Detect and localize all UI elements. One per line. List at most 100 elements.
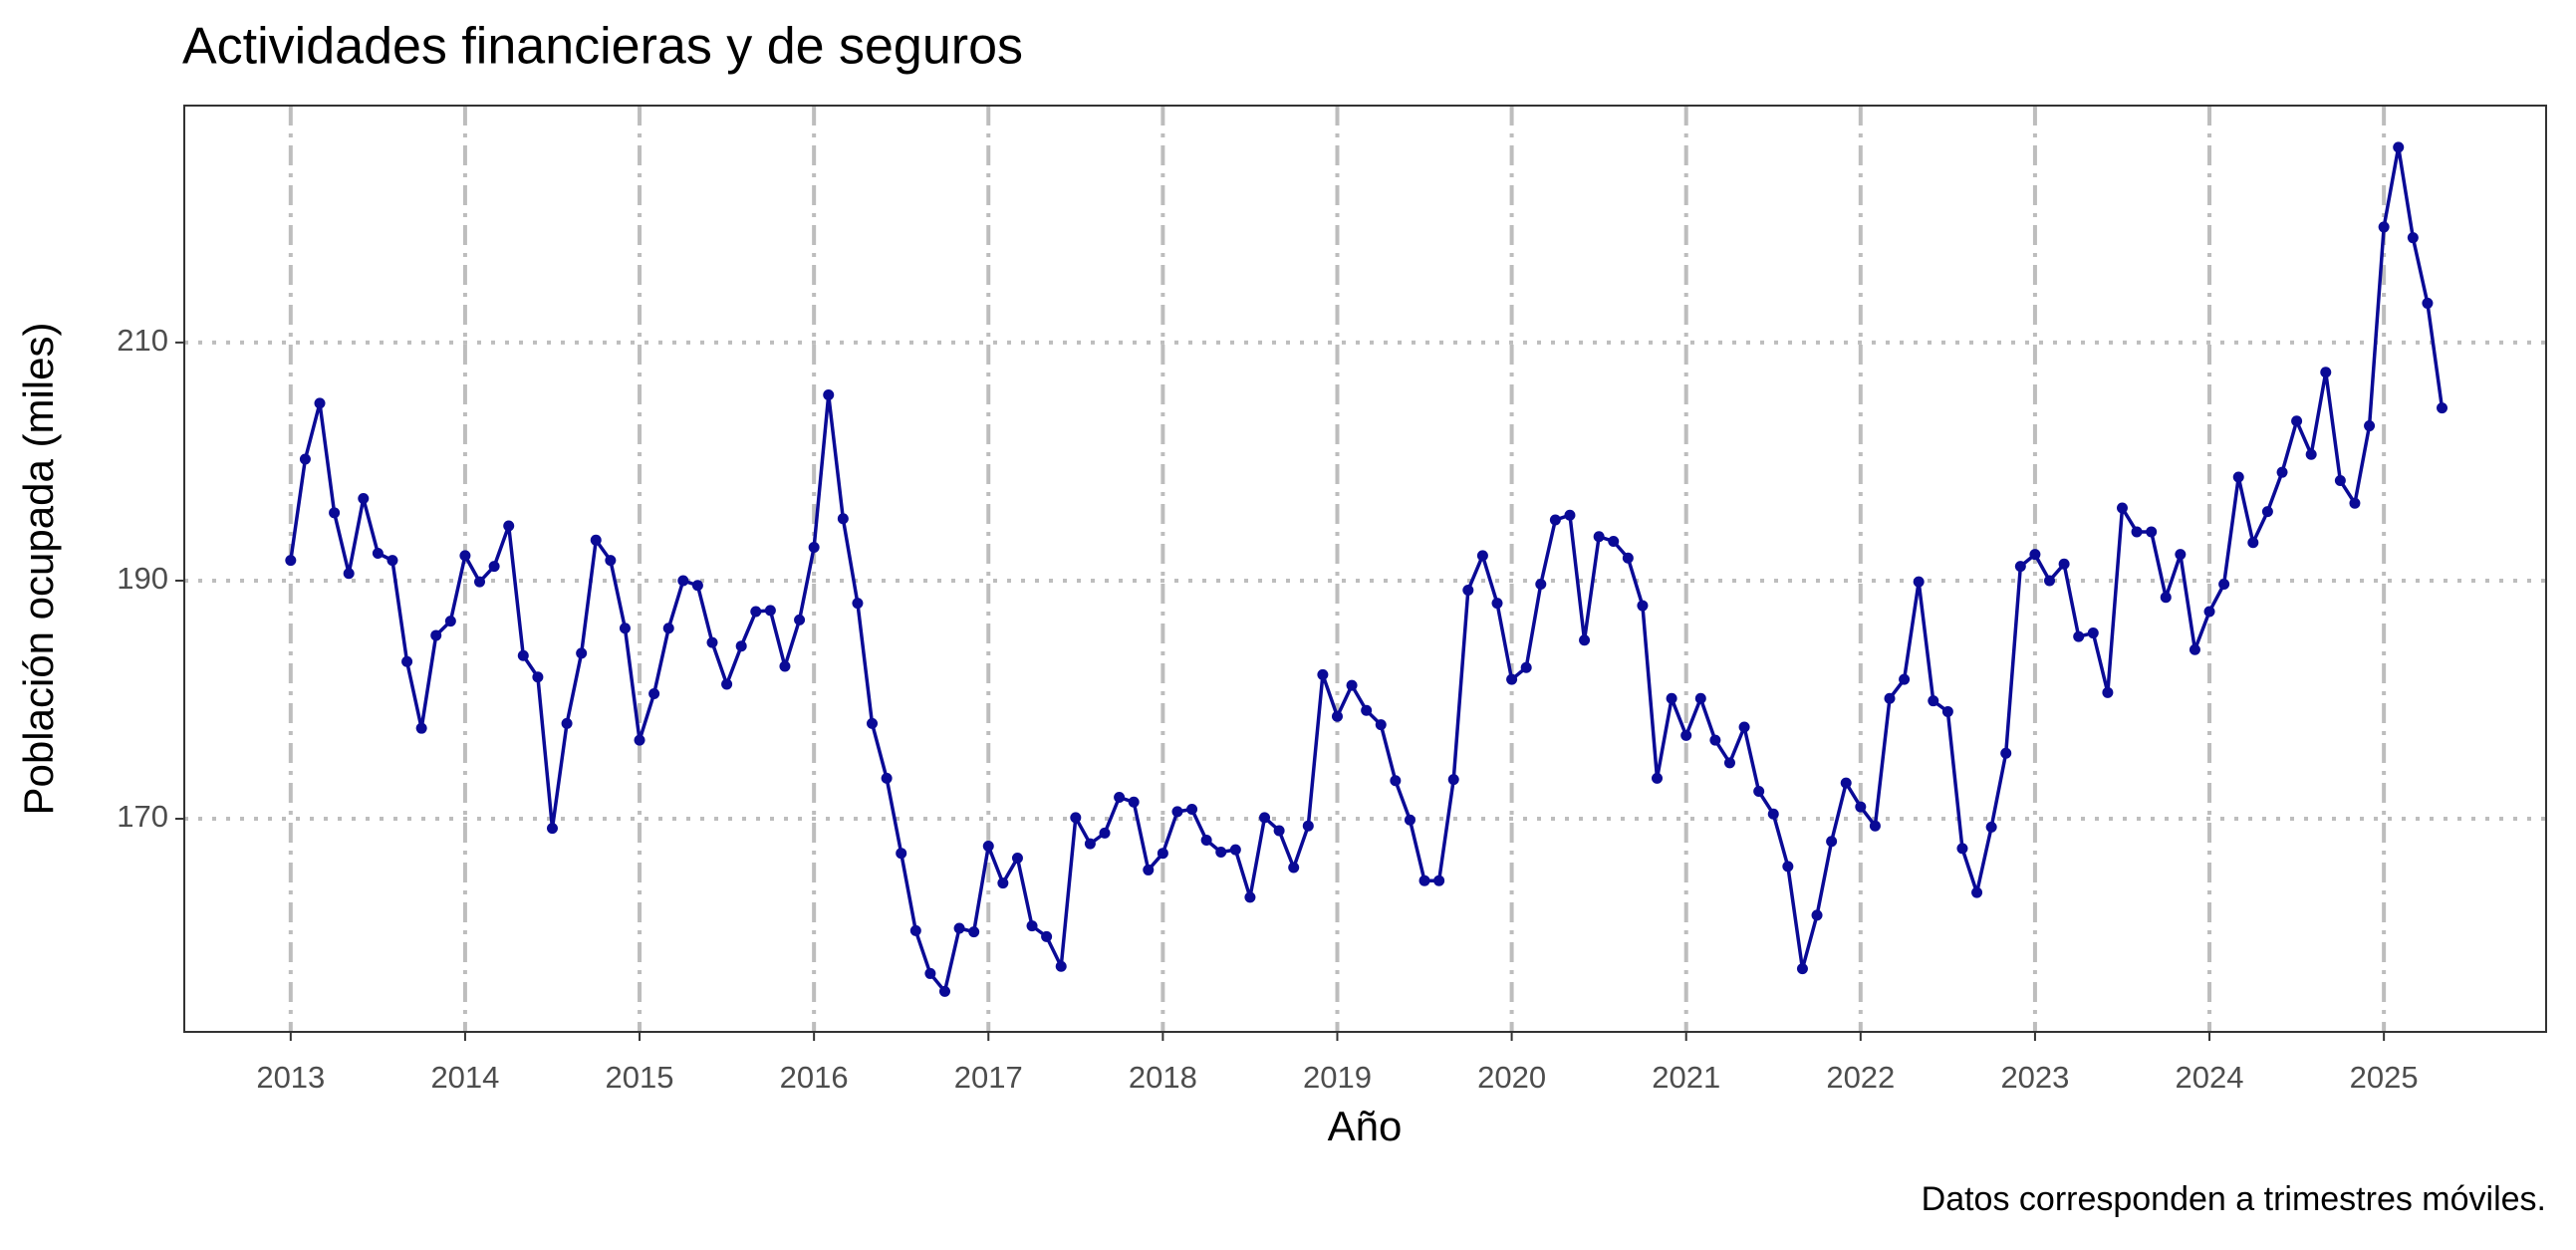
data-point [881,772,893,784]
data-point [1637,600,1649,612]
data-point [896,848,907,860]
data-point [1564,509,1576,521]
data-point [2029,549,2041,561]
data-point [1041,930,1053,942]
data-point [2407,232,2419,244]
x-tick-label: 2022 [1826,1060,1895,1095]
data-point [2203,606,2215,618]
data-point [1011,852,1023,864]
data-point [474,576,486,588]
data-point [2131,526,2143,538]
data-point [1593,531,1605,543]
data-point [1390,775,1402,787]
data-point [1767,808,1779,820]
x-tick-label: 2017 [954,1060,1023,1095]
data-point [459,550,471,562]
data-point [2349,497,2361,509]
data-point [1956,843,1968,855]
data-point [1099,827,1111,839]
data-point [2146,526,2158,538]
data-point [1055,960,1067,972]
data-point [372,547,384,559]
data-point [968,926,980,938]
data-point [1171,806,1183,818]
data-point [1666,692,1677,704]
data-point [285,555,297,567]
data-point [1549,514,1561,526]
y-axis-label: Población ocupada (miles) [15,323,62,816]
data-point [2378,221,2390,233]
data-point [1200,835,1212,847]
y-tick-label: 210 [117,323,168,358]
data-point [735,640,747,652]
x-tick-label: 2014 [430,1060,499,1095]
data-point [343,568,355,580]
data-point [1941,705,1953,717]
caption: Datos corresponden a trimestres móviles. [1922,1180,2546,1218]
data-point [648,688,660,700]
data-point [2437,402,2448,414]
data-point [1520,661,1532,673]
data-point [1259,812,1271,824]
data-point [1186,803,1198,815]
data-point [1709,734,1721,746]
data-point [2116,502,2128,514]
y-tick-label: 170 [117,799,168,834]
data-point [1433,875,1445,886]
data-point [1680,729,1692,741]
grid [184,106,2546,1032]
data-point [1491,598,1503,610]
data-point [401,655,413,667]
data-point [299,453,311,465]
x-tick-label: 2015 [606,1060,674,1095]
data-point [938,985,950,997]
data-point [2247,537,2259,549]
data-point [1506,673,1518,685]
data-point [1418,875,1430,886]
data-point [1796,963,1808,975]
data-point [2189,643,2200,655]
data-point [677,575,689,587]
data-point [1215,846,1227,858]
data-point [1026,920,1038,932]
plot-border [183,105,2547,1033]
data-point [2291,415,2303,427]
data-point [1826,836,1838,848]
data-point [1084,838,1096,850]
chart-title: Actividades financieras y de seguros [182,18,1023,76]
data-point [909,924,921,936]
data-point [1143,864,1155,875]
data-point [2232,471,2244,483]
data-point [1114,792,1126,804]
y-tick-label: 190 [117,561,168,596]
data-point [750,606,762,618]
data-point [1985,821,1997,833]
data-point [517,649,529,661]
data-point [561,717,573,729]
data-point [1476,550,1488,562]
data-point [1811,909,1823,921]
data-point [1840,777,1852,789]
data-point [1652,772,1664,784]
data-point [532,671,544,683]
data-point [2058,558,2070,570]
data-point [1244,891,1256,903]
data-point [2175,549,2187,561]
marks [285,141,2448,997]
data-point [1331,710,1343,722]
x-tick-label: 2021 [1652,1060,1720,1095]
data-point [358,492,370,504]
data-point [329,507,341,519]
data-point [1302,820,1314,832]
data-point [1928,695,1939,707]
data-point [823,388,835,400]
data-point [1694,692,1706,704]
data-point [779,660,791,672]
data-point [1273,825,1285,837]
data-point [605,555,617,567]
data-point [721,678,733,690]
data-point [1535,579,1547,591]
data-point [546,823,558,835]
data-point [2000,747,2012,759]
